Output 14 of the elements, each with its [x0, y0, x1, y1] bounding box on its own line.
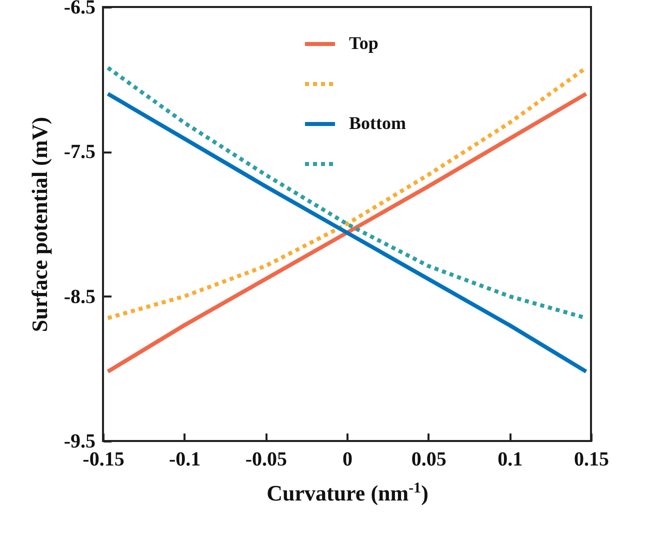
y-tick-label: -6.5 [64, 0, 96, 18]
x-tick-label: -0.05 [245, 448, 288, 470]
x-tick-label: 0 [342, 448, 352, 470]
y-tick-label: -7.5 [64, 141, 96, 164]
legend-label: Top [349, 33, 378, 53]
x-axis-title: Curvature (nm$^{-1}$) [266, 480, 428, 506]
legend-label: Bottom [349, 113, 406, 133]
x-tick-label: 0.15 [574, 448, 609, 470]
y-axis-title: Surface potential (mV) [26, 116, 52, 332]
line-series [106, 92, 588, 374]
y-tick-label: -8.5 [64, 286, 96, 308]
x-tick-label: -0.1 [168, 448, 201, 470]
x-tick-label: 0.1 [498, 448, 523, 470]
x-tick-label: 0.05 [411, 448, 446, 470]
